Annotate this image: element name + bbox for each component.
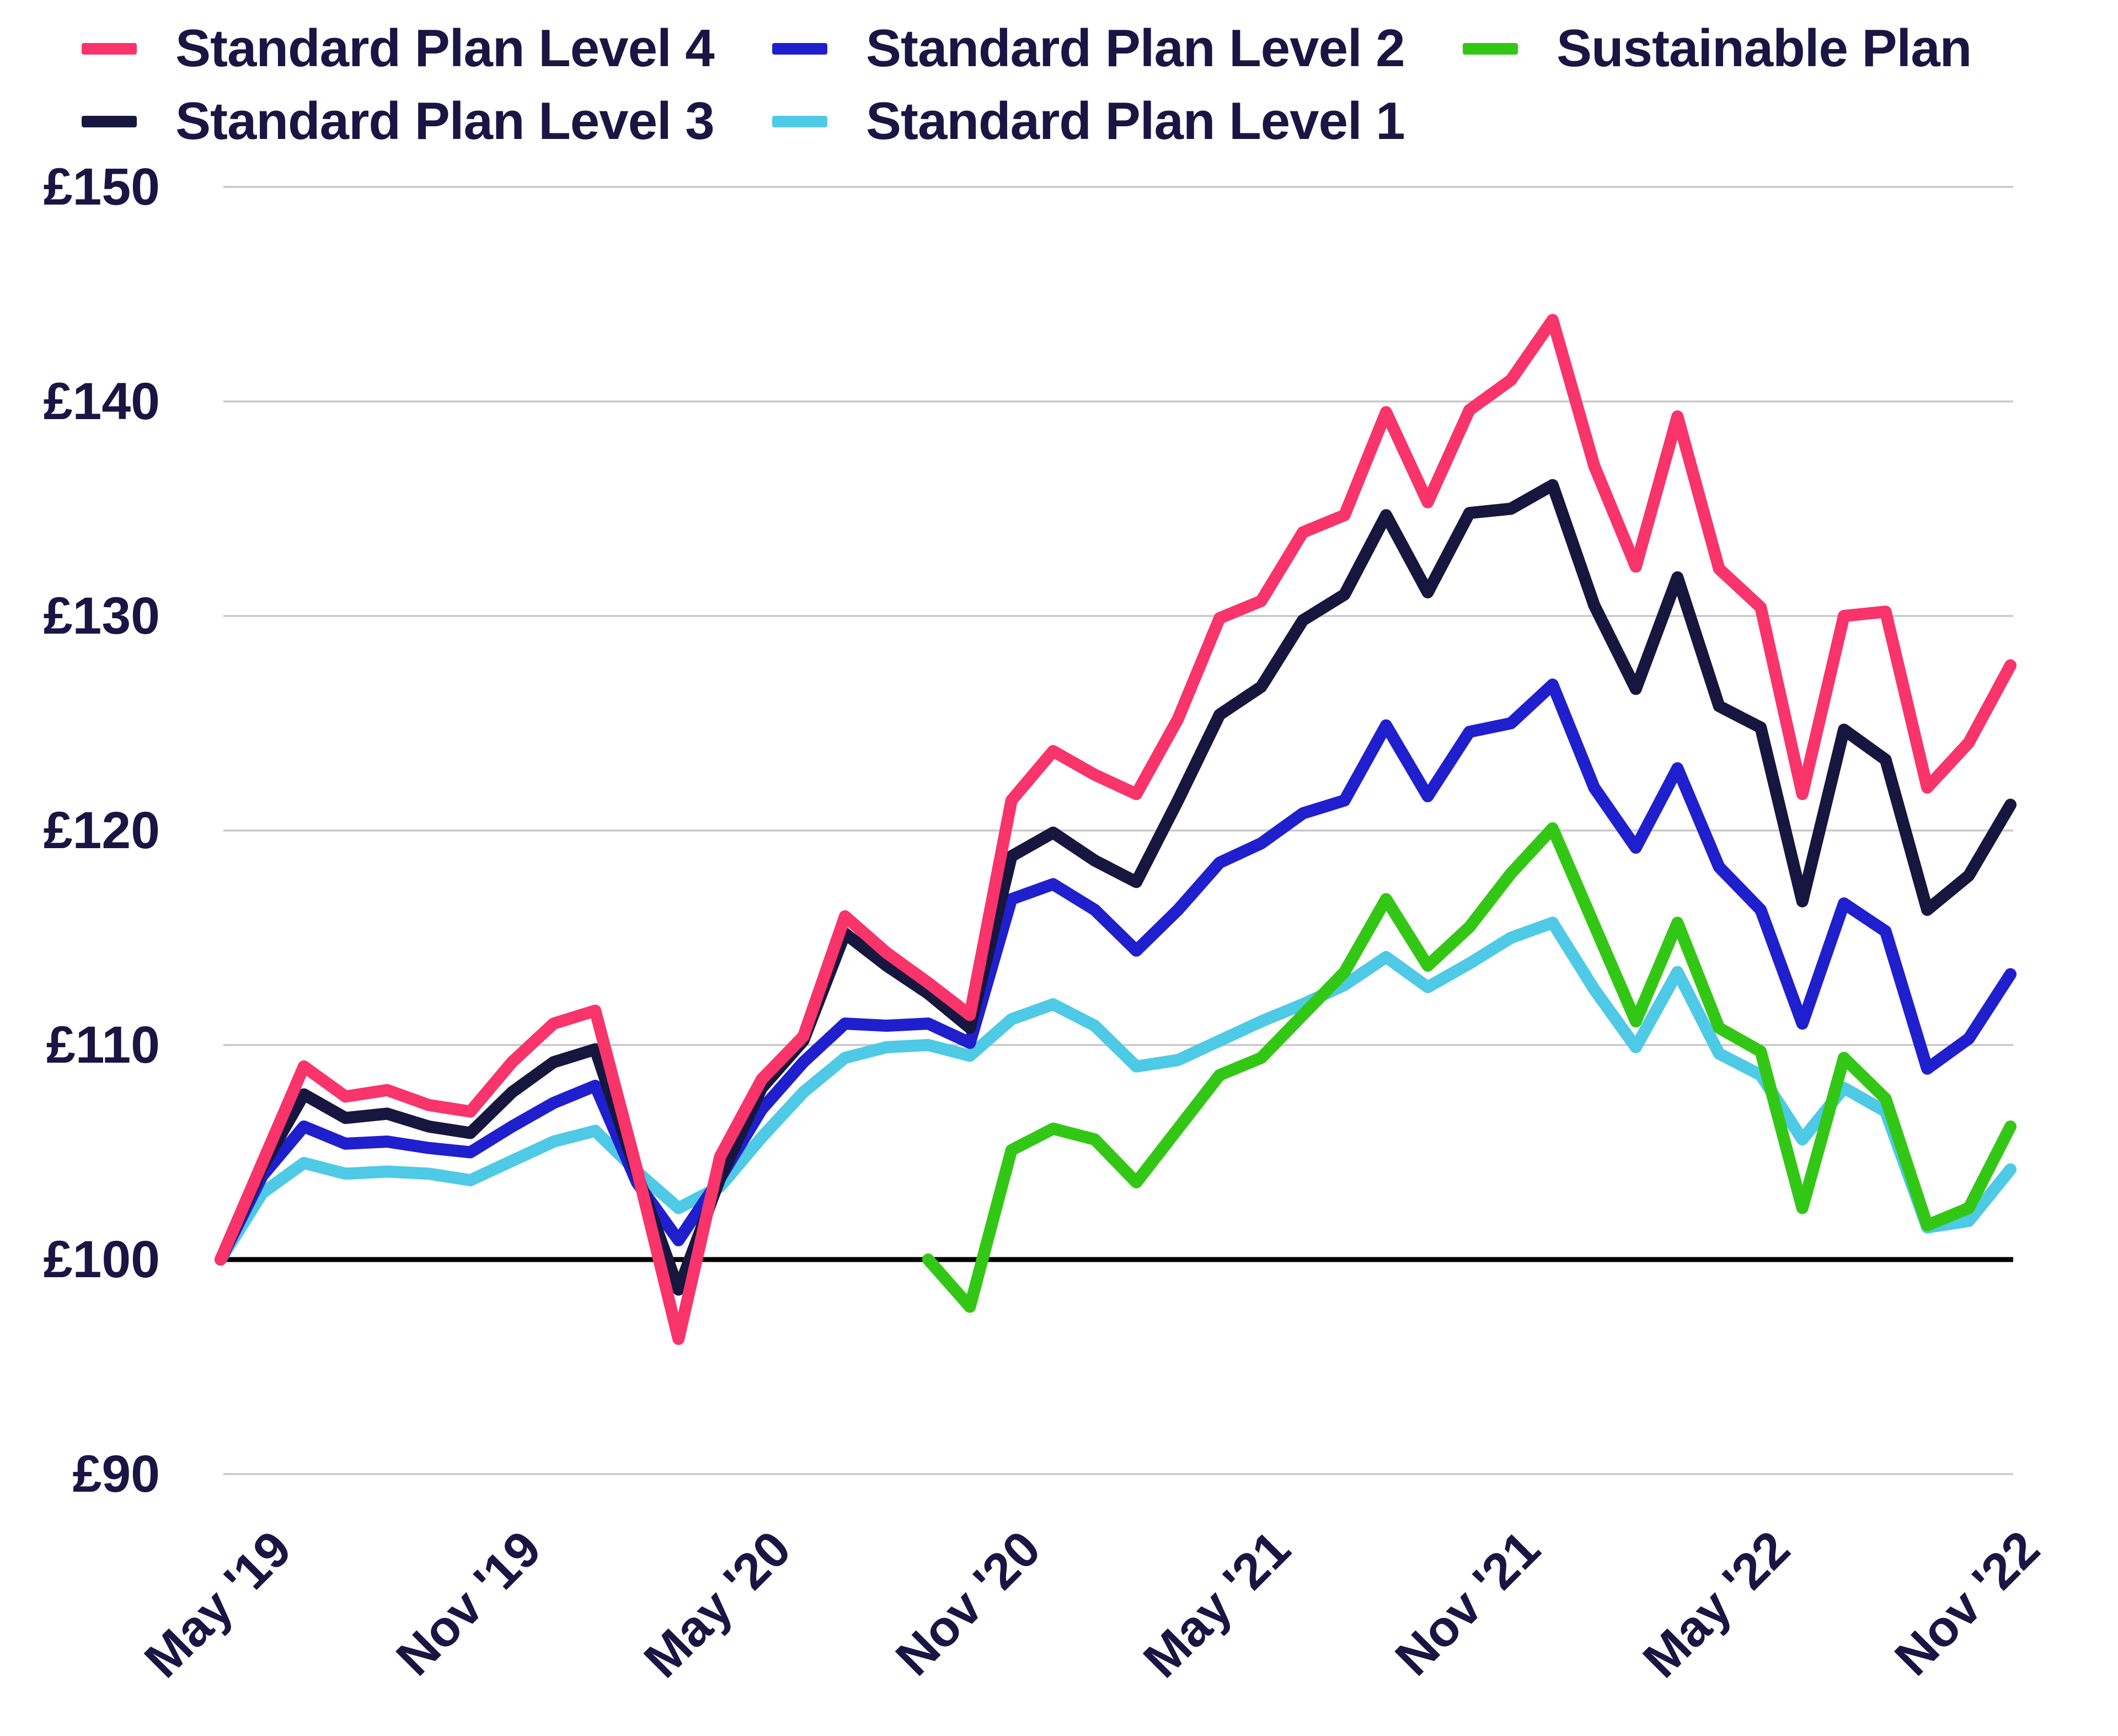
legend-item-label: Standard Plan Level 2: [866, 19, 1405, 78]
legend-item-label: Standard Plan Level 3: [175, 92, 715, 151]
legend-item-label: Standard Plan Level 4: [175, 19, 715, 78]
y-axis-label: £100: [44, 1230, 160, 1289]
legend-item-standard-plan-level-1[interactable]: Standard Plan Level 1: [772, 91, 1463, 152]
legend-line-swatch-icon: [1463, 42, 1518, 55]
series-line-standard-plan-level-1[interactable]: [215, 917, 2017, 1266]
legend-item-label: Sustainable Plan: [1557, 19, 1972, 78]
legend-item-sustainable-plan[interactable]: Sustainable Plan: [1463, 18, 1972, 79]
series-line-standard-plan-level-4[interactable]: [215, 314, 2017, 1345]
gridlines: [223, 186, 2013, 1475]
x-axis-label: Nov '19: [386, 1520, 552, 1686]
x-axis-label: May '21: [1133, 1520, 1301, 1689]
x-axis-label: May '19: [134, 1520, 302, 1689]
series-line-sustainable-plan[interactable]: [922, 822, 2017, 1313]
y-axis-labels: £90 £100 £110 £120 £130 £140 £150: [44, 158, 160, 1503]
x-axis-label: Nov '20: [885, 1520, 1051, 1686]
legend-item-standard-plan-level-4[interactable]: Standard Plan Level 4: [82, 18, 772, 79]
x-axis-label: Nov '21: [1385, 1520, 1551, 1686]
legend-line-swatch-icon: [82, 115, 137, 127]
legend-line-swatch-icon: [82, 42, 137, 55]
legend-item-label: Standard Plan Level 1: [866, 92, 1405, 151]
x-axis-label: Nov '22: [1884, 1520, 2050, 1686]
series-line-standard-plan-level-3[interactable]: [215, 479, 2017, 1296]
x-axis-label: May '20: [634, 1520, 802, 1689]
x-axis-label: May '22: [1633, 1520, 1801, 1689]
x-axis-labels: May '19 Nov '19 May '20 Nov '20 May '21 Nov '…: [134, 1520, 2050, 1689]
legend-line-swatch-icon: [772, 42, 827, 55]
y-axis-label: £140: [44, 372, 160, 431]
series-line-standard-plan-level-2[interactable]: [215, 678, 2017, 1266]
legend: Standard Plan Level 4 Standard Plan Level…: [82, 12, 1972, 158]
y-axis-label: £110: [46, 1016, 160, 1074]
series-lines: [215, 314, 2017, 1345]
y-axis-label: £90: [72, 1445, 160, 1503]
y-axis-label: £150: [44, 158, 160, 216]
legend-item-standard-plan-level-3[interactable]: Standard Plan Level 3: [82, 91, 772, 152]
y-axis-label: £120: [44, 801, 160, 860]
legend-item-standard-plan-level-2[interactable]: Standard Plan Level 2: [772, 18, 1463, 79]
legend-line-swatch-icon: [772, 115, 827, 127]
y-axis-label: £130: [44, 587, 160, 645]
